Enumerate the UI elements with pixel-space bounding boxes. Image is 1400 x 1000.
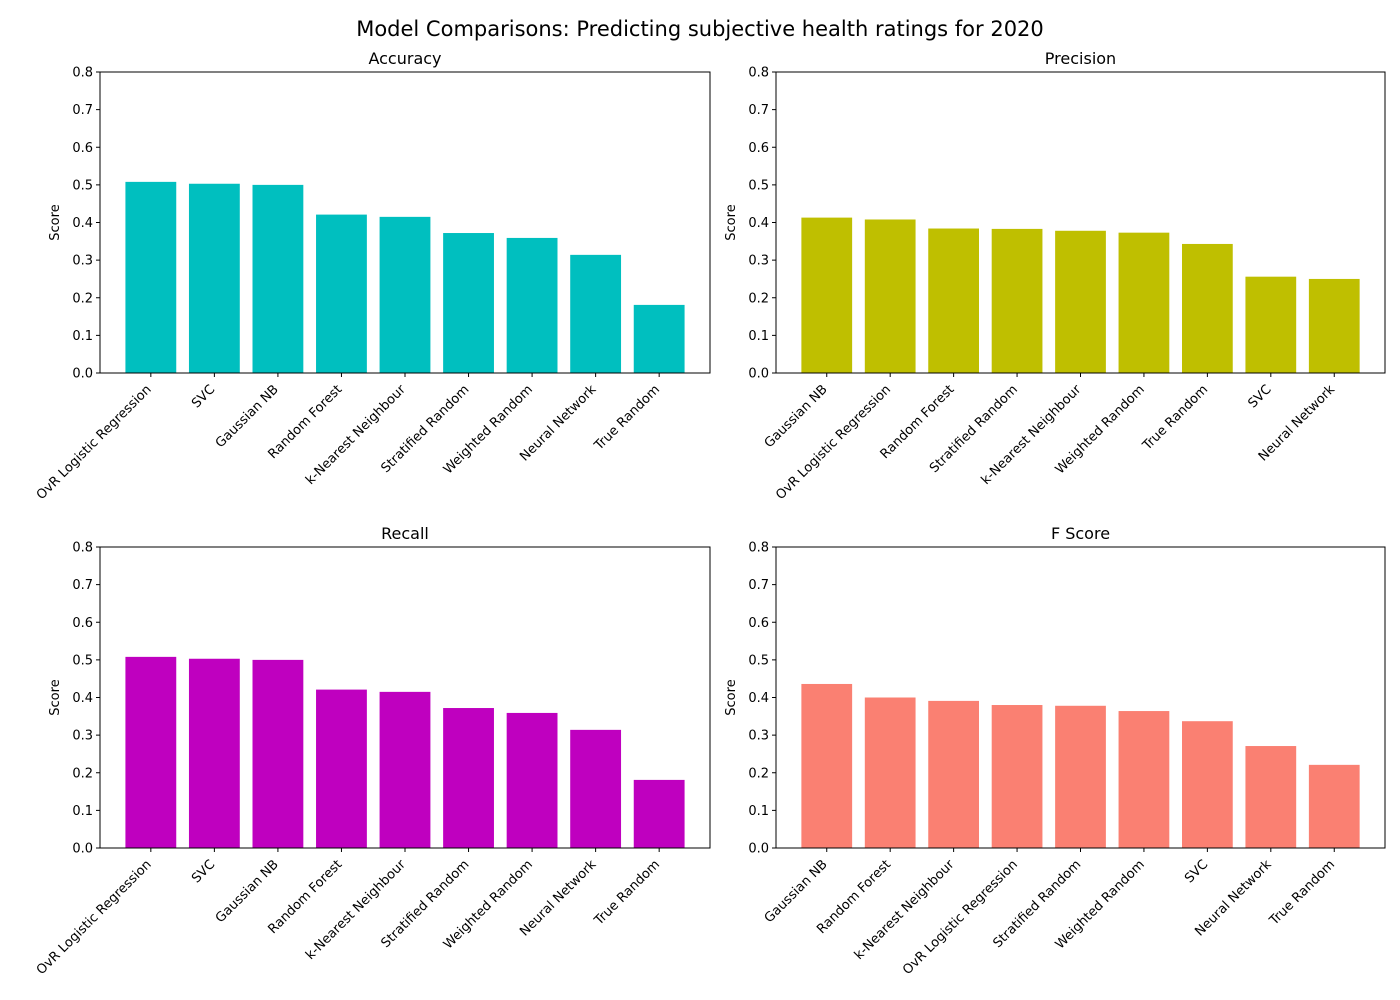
bar-gaussian-nb bbox=[801, 683, 853, 848]
y-tick-label: 0.3 bbox=[748, 254, 769, 269]
y-tick-label: 0.1 bbox=[72, 329, 93, 344]
y-tick-label: 0.1 bbox=[748, 804, 769, 819]
bar-ovr-logistic-regression bbox=[991, 705, 1043, 848]
bar-svc bbox=[188, 658, 240, 848]
bar-svc bbox=[188, 183, 240, 373]
y-tick-label: 0.2 bbox=[748, 291, 769, 306]
bar-svc bbox=[1182, 721, 1233, 848]
bar-neural-network bbox=[1245, 746, 1297, 848]
bar-gaussian-nb bbox=[252, 184, 304, 374]
y-tick-label: 0.6 bbox=[72, 141, 93, 156]
y-tick-label: 0.4 bbox=[72, 691, 93, 706]
bar-true-random bbox=[633, 779, 685, 848]
bar-k-nearest-neighbour bbox=[928, 700, 979, 848]
bar-true-random bbox=[1182, 243, 1233, 373]
bar-k-nearest-neighbour bbox=[379, 216, 431, 373]
bar-stratified-random bbox=[443, 708, 494, 848]
subplot-title: Recall bbox=[381, 524, 429, 543]
bar-weighted-random bbox=[506, 237, 558, 373]
y-tick-label: 0.2 bbox=[748, 766, 769, 781]
bar-random-forest bbox=[928, 228, 979, 373]
y-tick-label: 0.7 bbox=[748, 103, 769, 118]
y-tick-label: 0.0 bbox=[72, 842, 93, 857]
y-tick-label: 0.6 bbox=[748, 616, 769, 631]
y-axis-label: Score bbox=[48, 204, 63, 240]
subplot-title: Accuracy bbox=[368, 49, 441, 68]
bar-k-nearest-neighbour bbox=[1055, 230, 1106, 373]
y-tick-label: 0.3 bbox=[748, 729, 769, 744]
y-tick-label: 0.1 bbox=[72, 804, 93, 819]
bar-stratified-random bbox=[443, 233, 494, 373]
bar-ovr-logistic-regression bbox=[864, 219, 916, 373]
bar-gaussian-nb bbox=[252, 659, 304, 849]
y-tick-label: 0.5 bbox=[72, 653, 93, 668]
y-tick-label: 0.7 bbox=[748, 578, 769, 593]
bar-neural-network bbox=[570, 254, 622, 373]
y-tick-label: 0.6 bbox=[72, 616, 93, 631]
y-tick-label: 0.1 bbox=[748, 329, 769, 344]
bar-random-forest bbox=[316, 214, 367, 373]
y-tick-label: 0.0 bbox=[72, 367, 93, 382]
bar-neural-network bbox=[570, 729, 622, 848]
bar-k-nearest-neighbour bbox=[379, 691, 431, 848]
bar-true-random bbox=[1308, 764, 1360, 848]
y-tick-label: 0.2 bbox=[72, 766, 93, 781]
bar-stratified-random bbox=[991, 228, 1043, 373]
bar-true-random bbox=[633, 304, 685, 373]
y-tick-label: 0.8 bbox=[72, 541, 93, 556]
y-axis-label: Score bbox=[724, 679, 739, 715]
y-tick-label: 0.5 bbox=[72, 178, 93, 193]
y-tick-label: 0.7 bbox=[72, 103, 93, 118]
y-tick-label: 0.3 bbox=[72, 254, 93, 269]
bar-random-forest bbox=[864, 697, 916, 848]
y-tick-label: 0.6 bbox=[748, 141, 769, 156]
bar-weighted-random bbox=[1118, 232, 1170, 373]
bar-weighted-random bbox=[506, 712, 558, 848]
figure-title: Model Comparisons: Predicting subjective… bbox=[356, 17, 1044, 41]
bar-gaussian-nb bbox=[801, 217, 853, 373]
y-tick-label: 0.4 bbox=[748, 216, 769, 231]
y-tick-label: 0.0 bbox=[748, 842, 769, 857]
y-axis-label: Score bbox=[724, 204, 739, 240]
y-tick-label: 0.8 bbox=[72, 66, 93, 81]
bar-weighted-random bbox=[1118, 711, 1170, 848]
y-tick-label: 0.0 bbox=[748, 367, 769, 382]
bar-svc bbox=[1245, 276, 1297, 373]
bar-stratified-random bbox=[1055, 705, 1106, 848]
subplot-title: F Score bbox=[1051, 524, 1110, 543]
bar-ovr-logistic-regression bbox=[125, 181, 177, 373]
y-tick-label: 0.3 bbox=[72, 729, 93, 744]
subplot-title: Precision bbox=[1045, 49, 1116, 68]
y-tick-label: 0.8 bbox=[748, 66, 769, 81]
bar-random-forest bbox=[316, 689, 367, 848]
y-tick-label: 0.5 bbox=[748, 178, 769, 193]
y-tick-label: 0.2 bbox=[72, 291, 93, 306]
y-axis-label: Score bbox=[48, 679, 63, 715]
y-tick-label: 0.7 bbox=[72, 578, 93, 593]
y-tick-label: 0.5 bbox=[748, 653, 769, 668]
bar-ovr-logistic-regression bbox=[125, 656, 177, 848]
y-tick-label: 0.4 bbox=[748, 691, 769, 706]
bar-neural-network bbox=[1308, 278, 1360, 373]
y-tick-label: 0.4 bbox=[72, 216, 93, 231]
y-tick-label: 0.8 bbox=[748, 541, 769, 556]
